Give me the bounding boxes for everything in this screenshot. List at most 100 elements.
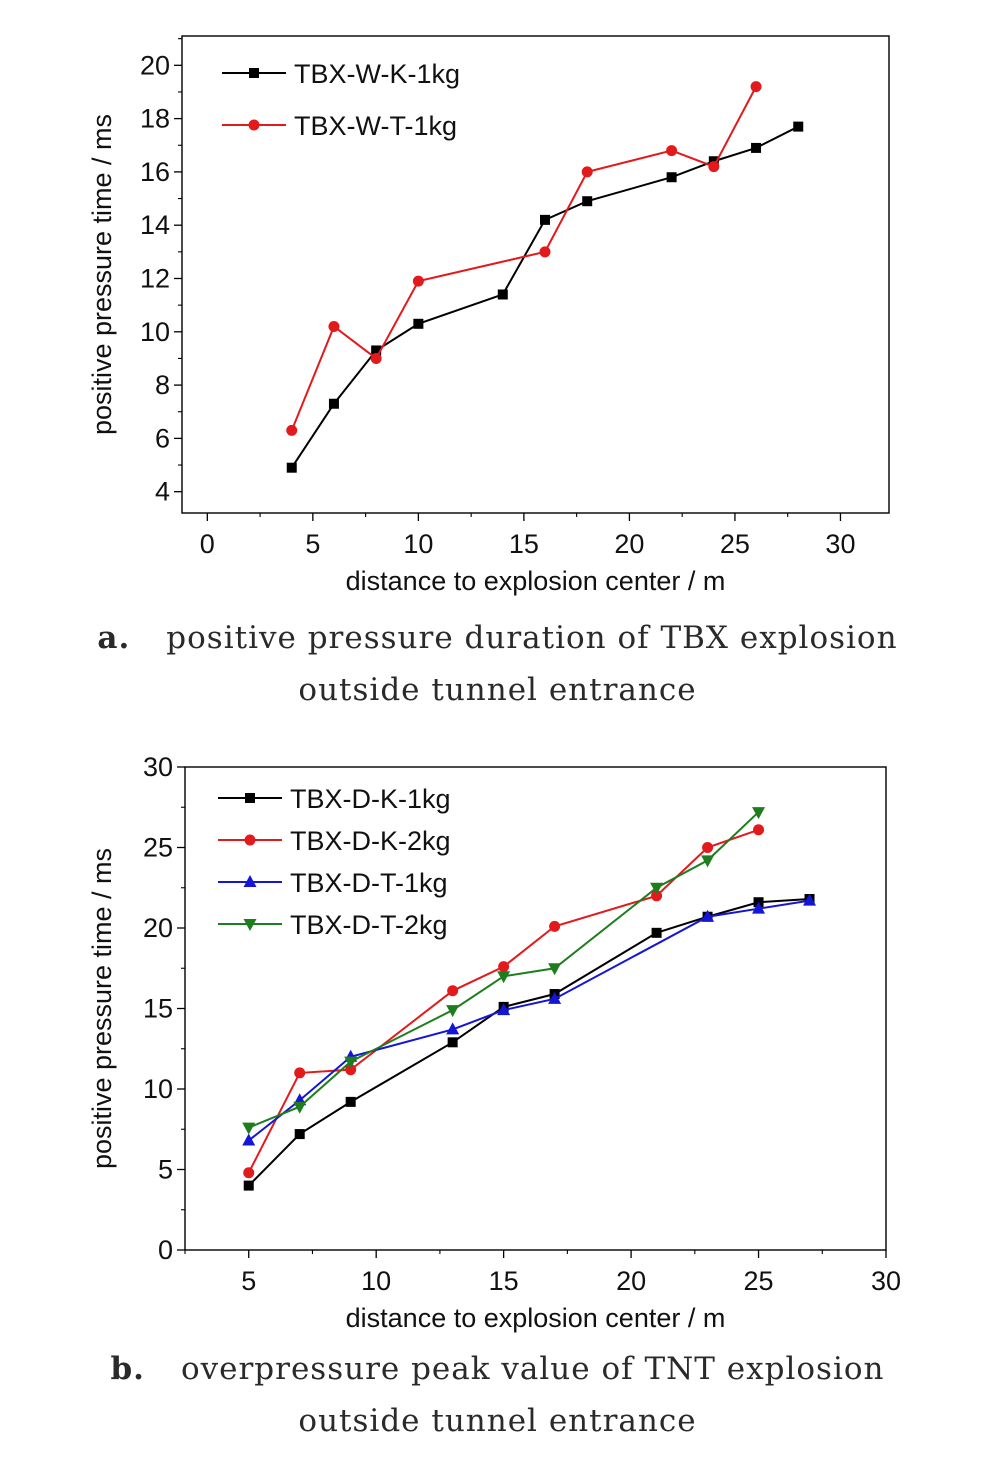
chart-a-data-point bbox=[708, 161, 720, 173]
chart-b-data-point bbox=[243, 1167, 255, 1179]
chart-a-x-tick-label: 0 bbox=[200, 529, 215, 559]
chart-a-x-tick-label: 5 bbox=[305, 529, 320, 559]
chart-a-y-tick-label: 16 bbox=[140, 157, 170, 187]
chart-b-y-tick-label: 15 bbox=[143, 994, 173, 1024]
caption-a-label: a. bbox=[97, 620, 131, 656]
chart-a: 0 5 10 15 20 25 30 4 6 8 10 12 14 16 18 20 distance to e… bbox=[0, 0, 995, 600]
chart-b-data-point bbox=[294, 1067, 306, 1079]
chart-b-data-point bbox=[753, 824, 765, 836]
chart-a-legend-label: TBX-W-K-1kg bbox=[294, 59, 460, 89]
chart-a-legend-marker bbox=[248, 119, 260, 131]
caption-b-label: b. bbox=[110, 1351, 145, 1387]
chart-b-x-tick-label: 15 bbox=[489, 1266, 519, 1296]
chart-a-series-1 bbox=[286, 81, 762, 436]
chart-b: 5 10 15 20 25 30 0 5 10 15 20 25 30 distance to explo… bbox=[0, 735, 995, 1345]
chart-a-data-point bbox=[328, 320, 340, 332]
chart-b-series-1 bbox=[243, 824, 765, 1179]
chart-b-data-point bbox=[651, 890, 663, 902]
caption-a-line1: a. positive pressure duration of TBX expl… bbox=[0, 612, 995, 664]
chart-b-legend-label: TBX-D-K-2kg bbox=[290, 826, 451, 856]
caption-b-text: overpressure peak value of TNT explosion bbox=[180, 1351, 885, 1387]
chart-a-y-tick-label: 18 bbox=[140, 104, 170, 134]
chart-b-data-point bbox=[294, 1129, 305, 1140]
chart-b-y-tick-label: 30 bbox=[143, 752, 173, 782]
chart-a-data-point bbox=[370, 352, 382, 364]
chart-a-data-point bbox=[539, 246, 551, 258]
chart-b-data-point bbox=[752, 807, 766, 820]
chart-a-y-axis-title: positive pressure time / ms bbox=[87, 114, 117, 435]
chart-b-data-point bbox=[447, 1037, 458, 1048]
chart-b-data-point bbox=[242, 1133, 256, 1146]
chart-a-data-point bbox=[793, 121, 804, 132]
chart-a-data-point bbox=[539, 214, 550, 225]
chart-b-data-point bbox=[345, 1096, 356, 1107]
chart-b-x-tick-label: 25 bbox=[744, 1266, 774, 1296]
chart-a-plot-frame bbox=[181, 35, 890, 514]
chart-a-data-point bbox=[286, 424, 298, 436]
chart-b-data-point bbox=[548, 991, 562, 1004]
caption-a-line2: outside tunnel entrance bbox=[298, 672, 697, 708]
chart-a-data-point bbox=[581, 166, 593, 178]
chart-a-data-point bbox=[666, 172, 677, 183]
chart-b-svg: 5 10 15 20 25 30 0 5 10 15 20 25 30 distance to explo… bbox=[87, 752, 901, 1333]
chart-a-data-point bbox=[497, 289, 508, 300]
chart-b-data-point bbox=[803, 893, 817, 906]
chart-a-svg: 0 5 10 15 20 25 30 4 6 8 10 12 14 16 18 20 distance to e… bbox=[87, 35, 890, 596]
chart-b-y-axis-title: positive pressure time / ms bbox=[87, 848, 117, 1169]
chart-a-x-axis-title: distance to explosion center / m bbox=[346, 566, 726, 596]
chart-b-data-point bbox=[446, 1005, 460, 1018]
chart-b-series-line bbox=[248, 898, 810, 1187]
chart-b-data-point bbox=[701, 909, 715, 922]
chart-b-data-point bbox=[702, 842, 714, 853]
chart-b-data-point bbox=[497, 971, 511, 984]
chart-a-x-tick-label: 15 bbox=[509, 529, 539, 559]
chart-a-legend-marker bbox=[249, 68, 259, 78]
chart-b-data-point bbox=[344, 1056, 358, 1069]
chart-a-data-point bbox=[750, 81, 762, 93]
chart-b-data-point bbox=[293, 1101, 307, 1114]
caption-b-line1: b. overpressure peak value of TNT explosi… bbox=[0, 1343, 995, 1395]
chart-a-y-tick-label: 4 bbox=[155, 477, 170, 507]
chart-a-data-point bbox=[328, 398, 339, 409]
chart-b-data-point bbox=[447, 985, 459, 997]
chart-b-y-tick-label: 5 bbox=[158, 1155, 173, 1185]
chart-b-data-point bbox=[345, 1064, 357, 1076]
chart-b-x-axis-title: distance to explosion center / m bbox=[346, 1303, 726, 1333]
chart-b-legend-label: TBX-D-T-1kg bbox=[290, 868, 448, 898]
chart-b-y-tick-label: 10 bbox=[143, 1074, 173, 1104]
chart-b-x-tick-label: 10 bbox=[361, 1266, 391, 1296]
chart-b-legend-marker bbox=[243, 875, 257, 887]
caption-a-text: positive pressure duration of TBX explos… bbox=[166, 620, 898, 656]
chart-b-x-tick-label: 5 bbox=[241, 1266, 256, 1296]
chart-b-series-3 bbox=[242, 807, 766, 1135]
caption-b-line2: outside tunnel entrance bbox=[298, 1403, 697, 1439]
chart-b-x-tick-label: 20 bbox=[616, 1266, 646, 1296]
chart-a-series-line bbox=[290, 125, 799, 469]
chart-b-data-point bbox=[497, 1003, 511, 1016]
chart-b-data-point bbox=[549, 920, 561, 932]
chart-b-x-tick-label: 30 bbox=[871, 1266, 901, 1296]
caption-a: a. positive pressure duration of TBX expl… bbox=[0, 612, 995, 716]
chart-b-y-tick-label: 20 bbox=[143, 913, 173, 943]
chart-a-data-point bbox=[666, 145, 678, 157]
chart-b-legend-marker bbox=[243, 919, 257, 931]
chart-a-y-tick-label: 6 bbox=[155, 423, 170, 453]
chart-b-series-2 bbox=[242, 893, 817, 1146]
chart-b-data-point bbox=[701, 855, 715, 868]
chart-b-data-point bbox=[446, 1022, 460, 1035]
chart-a-x-tick-label: 30 bbox=[825, 529, 855, 559]
chart-a-data-point bbox=[751, 142, 762, 153]
chart-b-data-point bbox=[242, 1122, 256, 1135]
chart-a-data-point bbox=[412, 275, 424, 287]
chart-a-y-tick-label: 14 bbox=[140, 210, 170, 240]
chart-b-legend-marker bbox=[245, 793, 255, 803]
chart-a-x-tick-label: 20 bbox=[614, 529, 644, 559]
chart-a-y-tick-label: 8 bbox=[155, 370, 170, 400]
chart-b-data-point bbox=[498, 961, 510, 973]
chart-a-legend-label: TBX-W-T-1kg bbox=[294, 111, 457, 141]
chart-a-y-tick-label: 20 bbox=[140, 50, 170, 80]
chart-a-series-0 bbox=[286, 121, 804, 473]
chart-b-data-point bbox=[548, 963, 562, 976]
chart-a-x-tick-label: 10 bbox=[403, 529, 433, 559]
chart-b-legend-label: TBX-D-K-1kg bbox=[290, 784, 451, 814]
